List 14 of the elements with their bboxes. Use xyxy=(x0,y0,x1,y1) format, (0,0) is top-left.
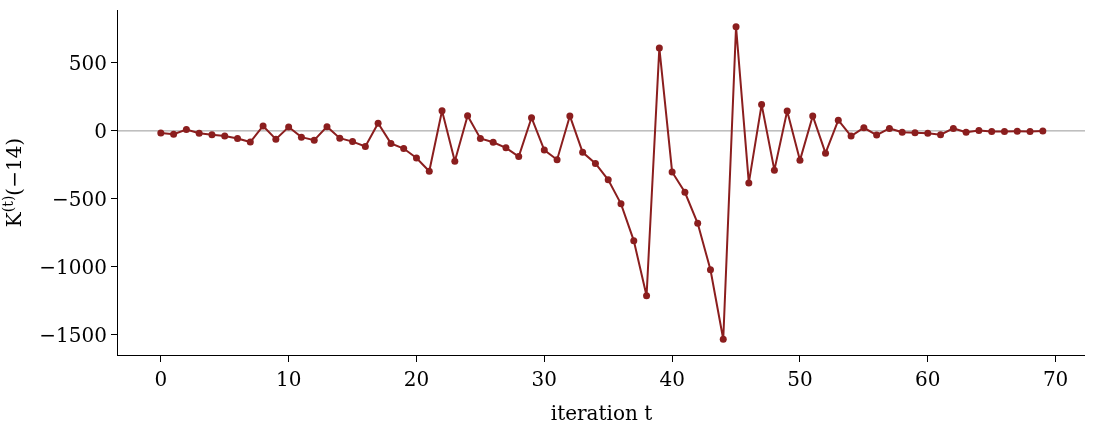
x-tick-label: 60 xyxy=(915,367,941,392)
x-tick-label: 30 xyxy=(531,367,558,392)
y-tick-label: −1500 xyxy=(39,322,107,347)
x-tick-label: 10 xyxy=(275,367,302,392)
x-tick-label: 70 xyxy=(1042,367,1069,392)
y-tick-label: 500 xyxy=(68,50,107,75)
y-tick-label: 0 xyxy=(94,118,107,143)
x-tick-label: 40 xyxy=(659,367,685,392)
y-tick-label: −500 xyxy=(51,186,107,211)
x-tick-label: 20 xyxy=(403,367,430,392)
x-axis-title: iteration t xyxy=(550,400,653,425)
x-tick-label: 0 xyxy=(154,367,168,392)
y-tick-label: −1000 xyxy=(39,254,107,279)
x-tick-label: 50 xyxy=(787,367,813,392)
